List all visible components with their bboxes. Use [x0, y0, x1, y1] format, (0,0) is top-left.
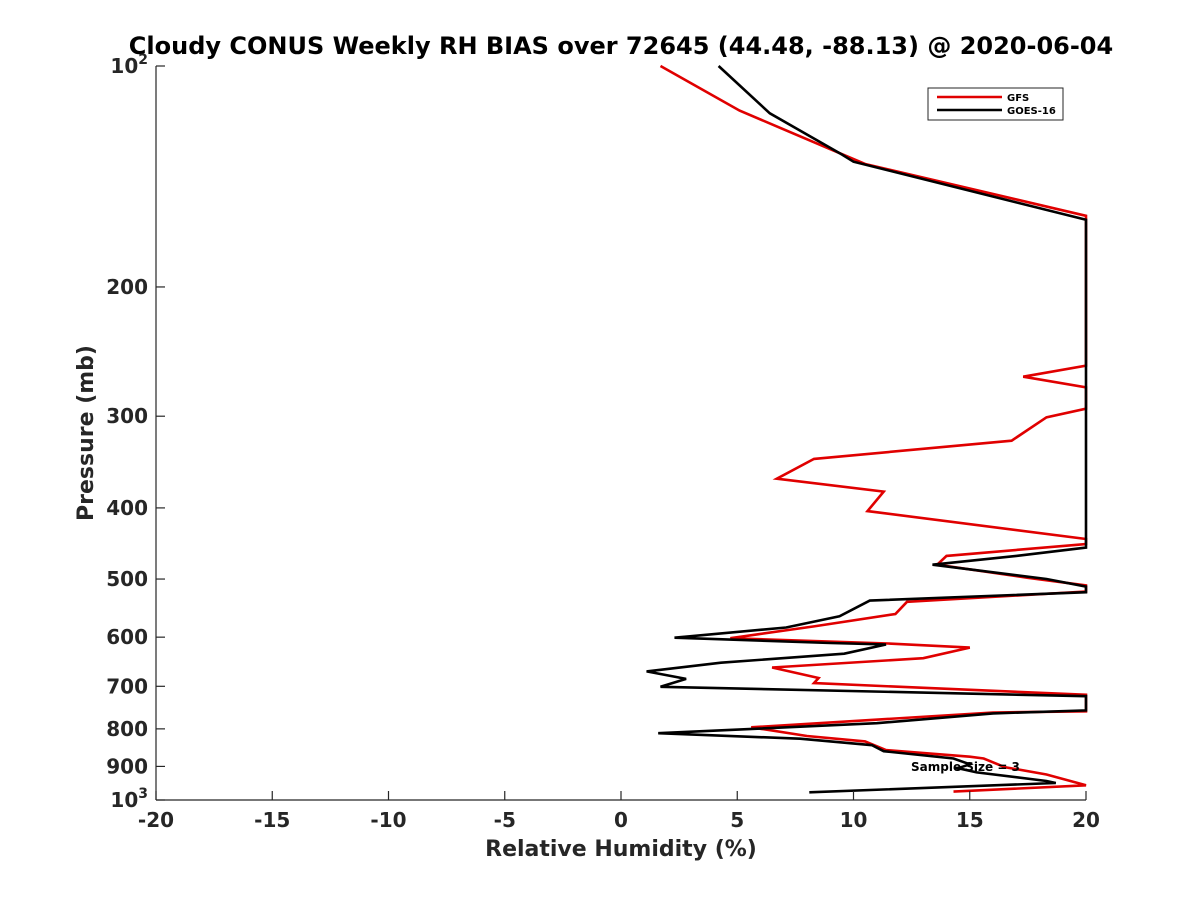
x-tick-label: 0 — [614, 808, 628, 832]
x-tick-label: -10 — [370, 808, 406, 832]
x-tick-label: -5 — [494, 808, 516, 832]
x-tick-label: 10 — [840, 808, 868, 832]
x-tick-label: -15 — [254, 808, 290, 832]
y-tick-label: 600 — [106, 625, 148, 649]
x-tick-label: -20 — [138, 808, 174, 832]
y-tick-label: 800 — [106, 717, 148, 741]
legend-label-gfs: GFS — [1007, 93, 1029, 104]
y-tick-label: 400 — [106, 496, 148, 520]
axis-layer: -20 -15 -10 -5 0 5 10 15 20 102 200 300 400 500 600 700… — [106, 52, 1100, 832]
series-line-goes-16 — [646, 65, 1088, 794]
y-tick-label: 103 — [110, 786, 148, 812]
legend-label-goes-16: GOES-16 — [1007, 106, 1056, 117]
legend-box — [927, 87, 1064, 121]
x-axis-label: Relative Humidity (%) — [485, 837, 757, 862]
y-tick-label: 102 — [110, 52, 148, 78]
series-line-gfs — [659, 64, 1088, 793]
chart-title: Cloudy CONUS Weekly RH BIAS over 72645 (… — [129, 32, 1113, 60]
y-tick-label: 300 — [106, 404, 148, 428]
legend: GFS GOES-16 — [927, 87, 1064, 121]
y-tick-label: 900 — [106, 754, 148, 778]
series-layer — [646, 64, 1088, 794]
x-tick-label: 5 — [730, 808, 744, 832]
x-tick-label: 15 — [956, 808, 984, 832]
y-tick-label: 500 — [106, 567, 148, 591]
y-tick-label: 200 — [106, 275, 148, 299]
x-tick-label: 20 — [1072, 808, 1100, 832]
y-tick-label: 700 — [106, 674, 148, 698]
sample-size-annotation: Sample Size = 3 — [911, 760, 1020, 774]
y-axis-label: Pressure (mb) — [74, 345, 99, 521]
